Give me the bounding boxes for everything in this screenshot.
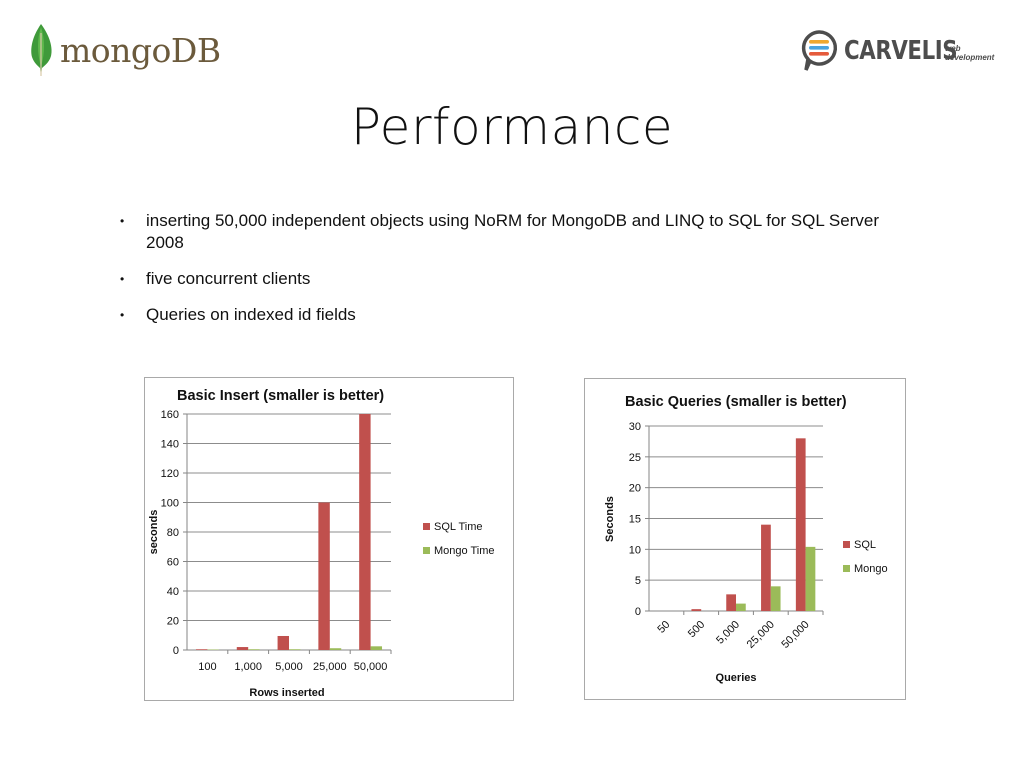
insert-chart-title: Basic Insert (smaller is better) [177,388,384,404]
insert-chart-bar-mongo [248,649,260,650]
insert-chart-x-tick-label: 1,000 [234,661,262,673]
insert-chart-y-axis-label: seconds [148,510,160,555]
insert-chart-bar-sql [359,414,371,650]
queries-chart-bar-sql [726,594,736,611]
queries-chart-y-tick-label: 20 [629,483,641,495]
insert-chart-y-tick-label: 80 [167,527,179,539]
mongodb-logo-text: mongoDB [60,30,221,70]
insert-chart-x-tick-label: 5,000 [275,661,303,673]
insert-chart-legend-swatch-sql [423,523,430,530]
bullet-item: five concurrent clients [120,268,900,290]
queries-chart-legend-swatch-sql [843,541,850,548]
insert-chart-bar-sql [236,647,249,650]
insert-chart-bar-sql [195,649,208,650]
carvelis-tagline: web development [945,44,994,62]
insert-chart-y-tick-label: 160 [161,409,179,421]
queries-chart-title: Basic Queries (smaller is better) [625,394,847,410]
insert-chart-bar-mongo [329,648,342,650]
insert-chart-bar-sql [318,502,330,650]
insert-chart-y-tick-label: 100 [161,498,179,510]
carvelis-tagline-line1: web [945,44,961,53]
queries-chart-x-tick-label: 5,000 [714,619,742,647]
queries-chart-bar-sql [795,438,806,611]
queries-chart-x-tick-label: 500 [686,619,707,640]
queries-chart-x-tick-label: 50,000 [779,619,811,651]
insert-chart-y-tick-label: 140 [161,439,179,451]
insert-chart-y-tick-label: 20 [167,616,179,628]
carvelis-logo-text: CARVELIS [844,36,958,66]
insert-chart-y-tick-label: 120 [161,468,179,480]
queries-chart-bar-mongo [736,603,746,611]
queries-chart-y-tick-label: 10 [629,544,641,556]
mongodb-leaf-icon [31,24,52,76]
bullet-item: inserting 50,000 independent objects usi… [120,210,900,254]
insert-chart-x-axis-label: Rows inserted [249,687,324,699]
queries-chart-bar-sql [761,524,771,611]
queries-chart-y-tick-label: 5 [635,575,641,587]
insert-chart-svg: Basic Insert (smaller is better) 0 20 40 60 8… [148,388,495,699]
queries-chart-bar-mongo [770,586,781,611]
insert-chart-legend-label-mongo: Mongo Time [434,545,495,557]
bullet-list: inserting 50,000 independent objects usi… [120,210,900,340]
queries-chart-y-tick-label: 30 [629,421,641,433]
insert-chart-x-tick-label: 100 [198,661,216,673]
insert-chart-y-tick-label: 60 [167,557,179,569]
insert-chart-legend-label-sql: SQL Time [434,521,483,533]
queries-chart-legend-label-sql: SQL [854,539,876,551]
carvelis-speech-bubble-icon [801,30,838,71]
queries-chart-x-tick-label: 50 [655,619,672,636]
queries-chart-x-tick-label: 25,000 [745,619,777,651]
bullet-item: Queries on indexed id fields [120,304,900,326]
queries-chart-x-axis-label: Queries [716,672,757,684]
insert-chart-legend-swatch-mongo [423,547,430,554]
carvelis-logo: CARVELIS [800,28,982,74]
queries-chart-y-tick-label: 0 [635,606,641,618]
mongodb-logo: mongoDB [28,22,221,78]
insert-chart-bar-mongo [370,646,383,650]
queries-chart-bar-sql [691,609,702,611]
queries-chart: Basic Queries (smaller is better) 0 5 10 15 2… [584,378,906,700]
insert-chart-y-tick-label: 40 [167,586,179,598]
insert-chart-bar-sql [277,635,289,650]
queries-chart-svg: Basic Queries (smaller is better) 0 5 10 15 2… [604,394,888,684]
queries-chart-bar-mongo [805,546,816,611]
queries-chart-legend-swatch-mongo [843,565,850,572]
insert-chart: Basic Insert (smaller is better) 0 20 40 60 8… [144,377,514,701]
insert-chart-x-tick-label: 50,000 [354,661,388,673]
queries-chart-legend-label-mongo: Mongo [854,563,888,575]
queries-chart-y-axis-label: Seconds [604,496,616,542]
queries-chart-y-tick-label: 25 [629,452,641,464]
insert-chart-y-tick-label: 0 [173,645,179,657]
carvelis-tagline-line2: development [945,53,995,62]
insert-chart-x-tick-label: 25,000 [313,661,347,673]
queries-chart-y-tick-label: 15 [629,514,641,526]
slide-title: Performance [350,98,674,156]
insert-chart-bar-mongo [289,649,301,650]
